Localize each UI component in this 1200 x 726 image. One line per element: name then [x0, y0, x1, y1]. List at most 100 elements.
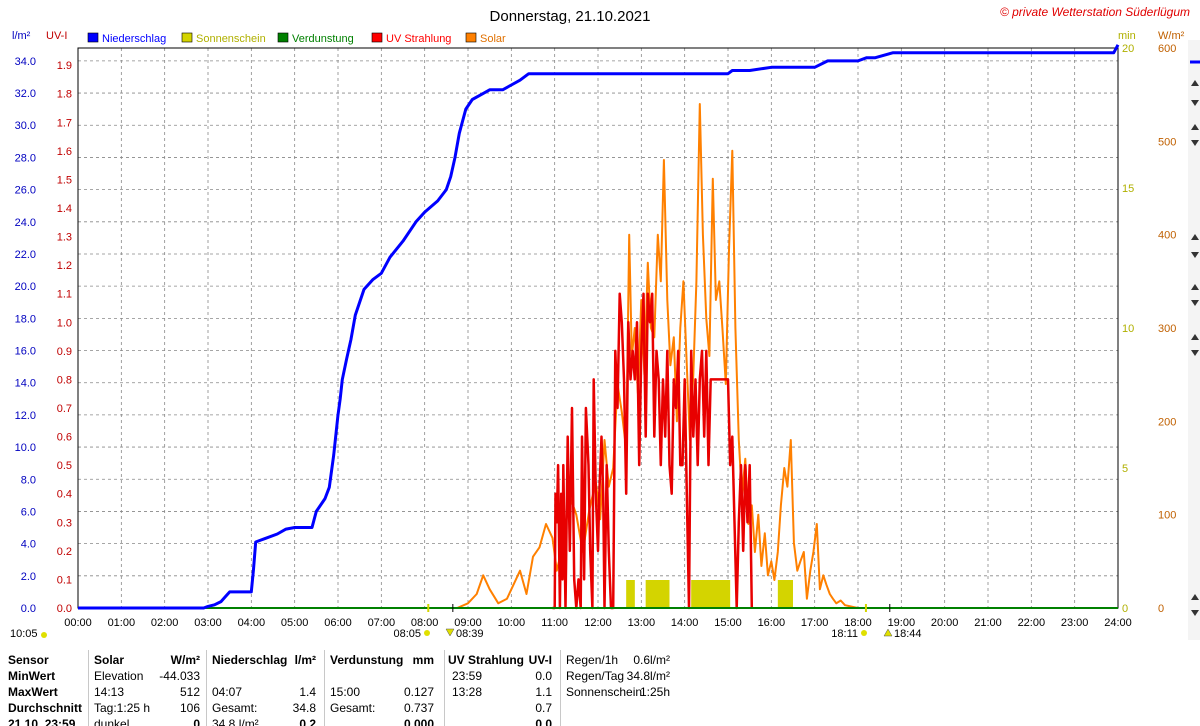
legend-label: Niederschlag [102, 33, 166, 45]
solar-tick-label: 200 [1158, 416, 1176, 428]
uv-tick-label: 0.8 [57, 374, 72, 386]
summary-regen-value: 1:25h [639, 685, 670, 699]
summary-rain-unit: l/m² [294, 653, 316, 667]
uv-tick-label: 1.1 [57, 289, 72, 301]
summary-solar-header: Solar [94, 653, 125, 667]
marker-left-dot [41, 632, 47, 638]
summary-sensor-row: MaxWert [8, 685, 58, 699]
summary-uv-value: 0.0 [535, 669, 552, 683]
summary-divider [560, 650, 561, 726]
time-tick-label: 01:00 [108, 617, 136, 629]
unit-sunshine: min [1118, 30, 1136, 42]
summary-evap-value: 0.127 [403, 685, 434, 699]
uv-tick-label: 1.7 [57, 117, 72, 129]
summary-evap-unit: mm [412, 653, 434, 667]
uv-tick-label: 0.6 [57, 432, 72, 444]
uv-tick-label: 0.7 [57, 403, 72, 415]
sunset-label: 18:11 [831, 628, 858, 640]
time-tick-label: 03:00 [194, 617, 222, 629]
uv-tick-label: 1.6 [57, 146, 72, 158]
uv-tick-label: 0.3 [57, 517, 72, 529]
sunset2-arrow [883, 628, 893, 637]
series-lines [78, 44, 1120, 610]
summary-divider [88, 650, 89, 726]
sunrise-label: 08:05 [393, 628, 421, 640]
rain-tick-label: 12.0 [15, 410, 36, 422]
summary-solar-value: 106 [179, 701, 200, 715]
summary-regen-label: Regen/1h [566, 653, 619, 667]
rain-tick-label: 30.0 [15, 120, 36, 132]
rain-tick-label: 0.0 [21, 603, 36, 615]
summary-sensor-row: 21.10. 23:59 [8, 717, 76, 726]
summary-regen-value: 0.6l/m² [633, 653, 670, 667]
rain-tick-label: 24.0 [15, 217, 36, 229]
sunset2-label: 18:44 [894, 628, 922, 640]
legend-label: Verdunstung [292, 33, 354, 45]
solar-axis-ticks: 0 100 200 300 400 500 600 [1158, 43, 1176, 615]
time-tick-label: 20:00 [931, 617, 959, 629]
scrollbar[interactable] [1188, 40, 1200, 640]
rain-tick-label: 18.0 [15, 313, 36, 325]
summary-evap-label: 15:00 [330, 685, 361, 699]
time-tick-label: 16:00 [758, 617, 786, 629]
summary-rain-label: 34.8 l/m² [212, 717, 259, 726]
summary-sensor-row: MinWert [8, 669, 56, 683]
uv-tick-label: 0.9 [57, 346, 72, 358]
solar-tick-label: 0 [1158, 603, 1164, 615]
summary-divider [324, 650, 325, 726]
copyright-label: © private Wetterstation Süderlügum [1000, 5, 1190, 19]
sunshine-bar [626, 580, 635, 608]
time-tick-label: 19:00 [888, 617, 916, 629]
unit-solar: W/m² [1158, 30, 1185, 42]
uv-tick-label: 1.8 [57, 89, 72, 101]
time-tick-label: 09:00 [454, 617, 482, 629]
summary-sensor-header: Sensor [8, 653, 49, 667]
sunshine-bar [691, 580, 731, 608]
legend-swatch [87, 32, 99, 43]
summary-uv-header: UV Strahlung [448, 653, 525, 667]
sunshine-bar [777, 580, 793, 608]
summary-rain-value: 1.4 [299, 685, 316, 699]
rain-tick-label: 2.0 [21, 571, 36, 583]
time-tick-label: 00:00 [64, 617, 92, 629]
rain-tick-label: 16.0 [15, 346, 36, 358]
summary-sensor-row: Durchschnitt [8, 701, 83, 715]
summary-solar-value: 0 [193, 717, 200, 726]
rain-tick-label: 26.0 [15, 185, 36, 197]
time-tick-label: 12:00 [584, 617, 612, 629]
rain-axis-ticks: 0.0 2.0 4.0 6.0 8.0 10.0 12.0 14.0 16.0 18.0 20.0 2… [15, 56, 36, 615]
summary-divider [444, 650, 445, 726]
time-tick-label: 18:00 [844, 617, 872, 629]
chart-grid [78, 48, 1118, 608]
summary-solar-value: 512 [179, 685, 200, 699]
summary-rain-header: Niederschlag [212, 653, 288, 667]
summary-evap-value: 0.000 [403, 717, 434, 726]
summary-solar-value: -44.033 [159, 669, 200, 683]
time-tick-label: 15:00 [714, 617, 742, 629]
summary-divider [206, 650, 207, 726]
time-tick-label: 02:00 [151, 617, 179, 629]
rain-tick-label: 10.0 [15, 442, 36, 454]
rain-tick-label: 22.0 [15, 249, 36, 261]
uv-tick-label: 1.2 [57, 260, 72, 272]
summary-uv-label: 23:59 [452, 669, 483, 683]
unit-uv: UV-I [46, 30, 67, 42]
summary-uv-value: 1.1 [535, 685, 552, 699]
uv-axis-ticks: 0.0 0.1 0.2 0.3 0.4 0.5 0.6 0.7 0.8 0.9 1.0 1.1 1.2 1… [57, 60, 72, 615]
legend-label: UV Strahlung [386, 33, 451, 45]
summary-solar-label: 14:13 [94, 685, 125, 699]
sunrise2-arrow [445, 628, 455, 637]
rain-tick-label: 32.0 [15, 88, 36, 100]
solar-tick-label: 300 [1158, 323, 1176, 335]
uv-tick-label: 1.5 [57, 174, 72, 186]
sunshine-tick-label: 5 [1122, 463, 1128, 475]
sunrise2-label: 08:39 [456, 628, 484, 640]
sunshine-tick-label: 15 [1122, 183, 1134, 195]
summary-solar-unit: W/m² [170, 653, 200, 667]
summary-uv-unit: UV-I [528, 653, 552, 667]
uv-tick-label: 0.2 [57, 546, 72, 558]
sunshine-tick-label: 20 [1122, 43, 1134, 55]
summary-uv-label: 13:28 [452, 685, 483, 699]
series-line-niederschlag [78, 44, 1120, 610]
